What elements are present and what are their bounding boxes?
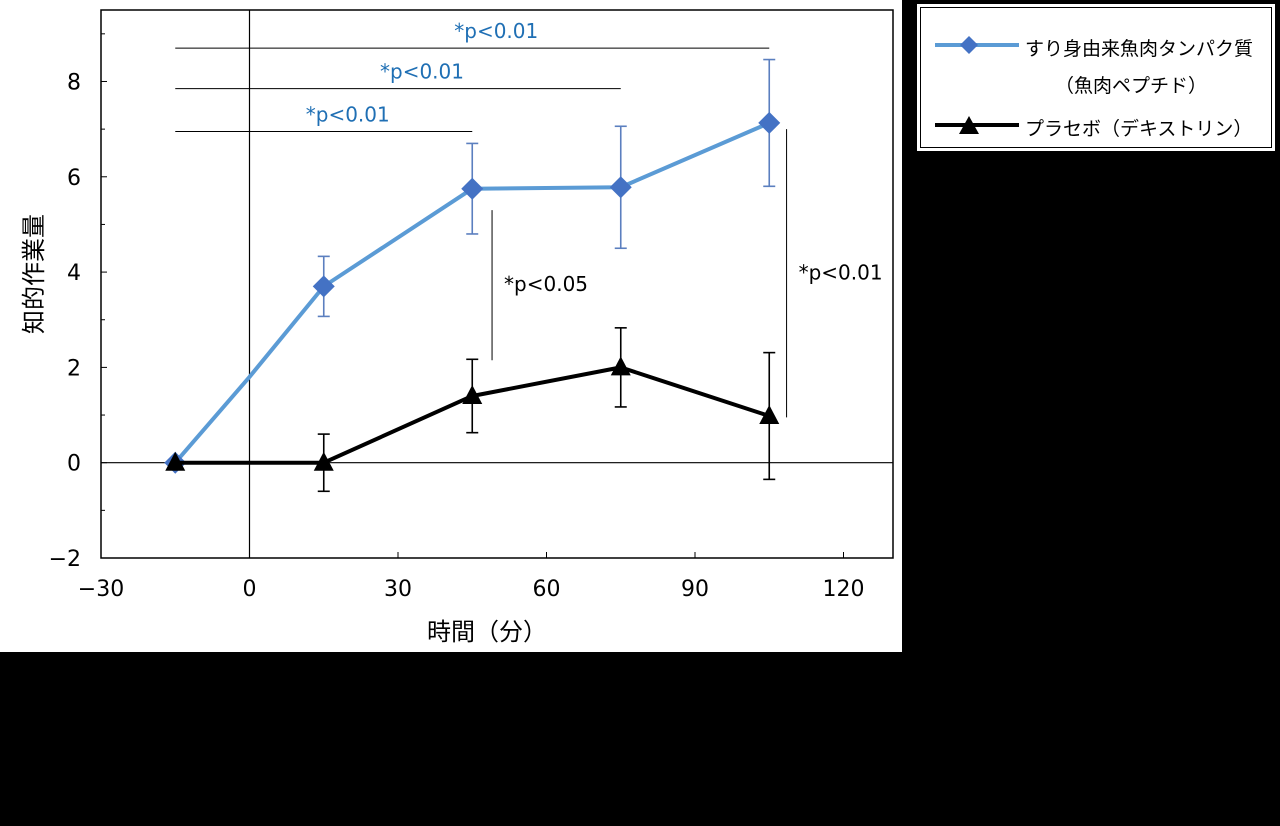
x-tick-label: 120 <box>823 577 865 602</box>
x-tick-label: 90 <box>681 577 709 602</box>
significance-label: *p<0.05 <box>504 272 588 296</box>
data-point-triangle <box>165 451 186 471</box>
significance-label: *p<0.01 <box>799 260 883 284</box>
x-tick-label: 30 <box>384 577 412 602</box>
chart-figure: −2 0 2 4 6 8 −30 0 30 60 90 120 時間（分） 知的作業量 *p<0.01 *p<… <box>0 0 902 652</box>
legend-label-fish-peptide: すり身由来魚肉タンパク質 <box>1025 38 1254 60</box>
legend: すり身由来魚肉タンパク質 （魚肉ペプチド） プラセボ（デキストリン） <box>915 2 1277 153</box>
significance-label: *p<0.01 <box>306 103 390 127</box>
y-axis-label: 知的作業量 <box>20 214 48 334</box>
x-tick-label: 60 <box>533 577 561 602</box>
data-point-triangle <box>759 404 780 424</box>
legend-item-fish-peptide: すり身由来魚肉タンパク質 <box>921 25 1271 65</box>
plot-area <box>100 9 894 559</box>
diamond-marker-icon <box>960 36 978 54</box>
data-point-triangle <box>462 384 483 404</box>
legend-label-placebo: プラセボ（デキストリン） <box>1025 118 1253 140</box>
y-tick-label: 4 <box>67 261 81 286</box>
triangle-marker-icon <box>959 116 979 134</box>
data-point-diamond <box>461 177 484 200</box>
series-line-0 <box>173 121 771 465</box>
legend-label-fish-peptide-line2: （魚肉ペプチド） <box>1055 75 1208 97</box>
data-point-diamond <box>609 176 632 199</box>
chart-svg: −2 0 2 4 6 8 −30 0 30 60 90 120 時間（分） 知的作業量 *p<0.01 *p<… <box>20 9 894 646</box>
y-tick-label: 6 <box>67 166 81 191</box>
x-tick-label: 0 <box>243 577 257 602</box>
y-tick-label: −2 <box>49 547 81 572</box>
legend-item-placebo: プラセボ（デキストリン） <box>921 105 1271 145</box>
x-axis-label: 時間（分） <box>427 618 547 646</box>
data-point-diamond <box>312 275 335 298</box>
y-tick-label: 2 <box>67 356 81 381</box>
y-tick-label: 0 <box>67 452 81 477</box>
data-point-triangle <box>610 356 631 376</box>
significance-label: *p<0.01 <box>380 60 464 84</box>
y-tick-label: 8 <box>67 70 81 95</box>
data-point-diamond <box>758 111 781 134</box>
data-point-triangle <box>313 451 334 471</box>
significance-label: *p<0.01 <box>454 19 538 43</box>
x-tick-label: −30 <box>78 577 124 602</box>
legend-line-placebo <box>935 123 1019 127</box>
